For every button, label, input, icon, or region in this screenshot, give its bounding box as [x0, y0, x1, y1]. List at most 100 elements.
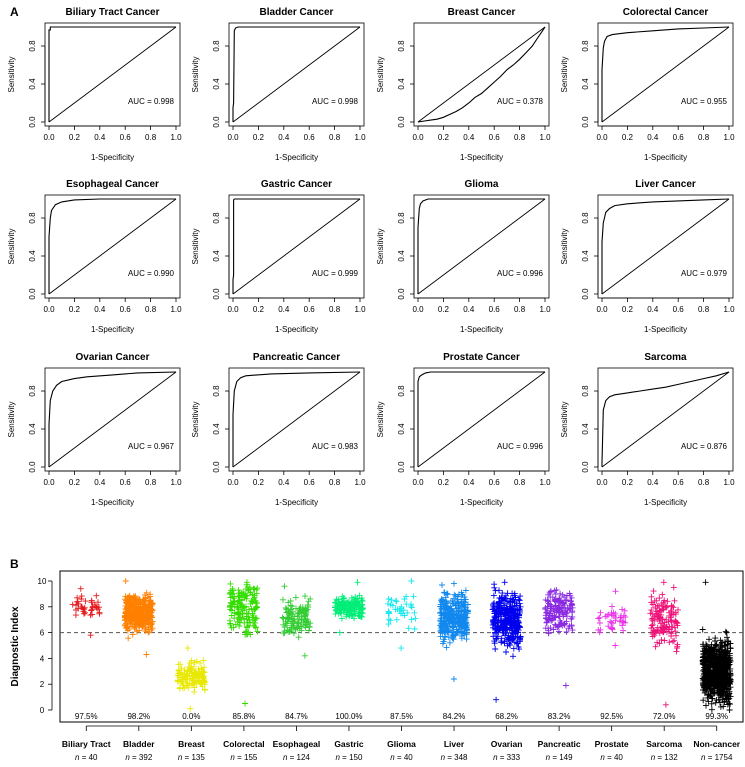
diagonal-reference-line	[601, 371, 730, 468]
strip-points	[121, 578, 156, 658]
y-tick-label: 0.4	[397, 423, 406, 435]
y-tick-label: 0.8	[212, 385, 221, 397]
x-tick-label: 0.0	[43, 305, 55, 314]
x-tick-label: 1.0	[723, 133, 735, 142]
category-label: Pancreatic	[538, 739, 581, 749]
y-tick-label: 0.4	[397, 78, 406, 90]
y-tick-label: 0.0	[581, 461, 590, 473]
strip-points	[647, 579, 681, 708]
roc-curve	[232, 371, 361, 467]
x-tick-label: 0.6	[673, 305, 685, 314]
percent-label: 68.2%	[495, 712, 518, 721]
x-tick-label: 1.0	[170, 133, 182, 142]
roc-panel-title: Ovarian Cancer	[76, 352, 150, 363]
x-tick-label: 0.8	[514, 133, 526, 142]
roc-curve	[232, 26, 360, 122]
category-label: Colorectal	[223, 739, 265, 749]
y-axis-label: Sensitivity	[376, 228, 385, 264]
y-tick-label: 0.4	[581, 250, 590, 262]
y-tick-label: 0.0	[28, 461, 37, 473]
diagonal-reference-line	[48, 198, 177, 295]
strip-group: 68.2% Ovarian n = 333	[489, 579, 524, 762]
roc-panel-title: Breast Cancer	[448, 7, 516, 18]
y-axis-label: Sensitivity	[376, 56, 385, 92]
roc-curve	[601, 26, 730, 122]
roc-panel: Breast Cancer AUC = 0.378 0.0 0.2 0.4 0.6 0.8 1…	[376, 7, 551, 162]
y-tick-label: 0.0	[212, 461, 221, 473]
y-tick-label: 0.0	[581, 116, 590, 128]
roc-panel-title: Gastric Cancer	[261, 179, 332, 190]
x-tick-label: 1.0	[723, 305, 735, 314]
auc-label: AUC = 0.955	[681, 97, 728, 106]
strip-points	[332, 579, 366, 636]
strip-group: 84.2% Liver n = 348	[437, 580, 471, 762]
x-tick-label: 1.0	[354, 305, 366, 314]
x-tick-label: 0.6	[304, 478, 316, 487]
x-tick-label: 0.0	[227, 305, 239, 314]
roc-curve	[232, 198, 360, 294]
x-tick-label: 0.2	[69, 478, 81, 487]
roc-panel: Ovarian Cancer AUC = 0.967 0.0 0.2 0.4 0.6 0.8…	[7, 352, 182, 507]
auc-label: AUC = 0.998	[128, 97, 175, 106]
y-tick-label: 8	[40, 603, 45, 612]
strip-points	[595, 588, 629, 649]
y-tick-label: 10	[38, 577, 47, 586]
sample-size-label: n = 150	[336, 753, 363, 762]
auc-label: AUC = 0.979	[681, 269, 728, 278]
diagonal-reference-line	[232, 26, 361, 123]
roc-curve	[48, 198, 176, 294]
auc-label: AUC = 0.983	[312, 442, 359, 451]
roc-panel: Glioma AUC = 0.996 0.0 0.2 0.4 0.6 0.8 1.0 1-Spe…	[376, 179, 551, 334]
y-tick-label: 0.0	[212, 116, 221, 128]
x-tick-label: 0.2	[438, 305, 450, 314]
y-tick-label: 0.8	[397, 385, 406, 397]
strip-points	[385, 578, 419, 652]
x-tick-label: 0.2	[253, 478, 265, 487]
sample-size-label: n = 40	[75, 753, 98, 762]
strip-points	[69, 585, 103, 639]
x-tick-label: 0.8	[514, 305, 526, 314]
diagonal-reference-line	[417, 26, 546, 123]
x-tick-label: 0.6	[673, 133, 685, 142]
diagonal-reference-line	[417, 371, 546, 468]
x-axis-label: 1-Specificity	[91, 325, 134, 334]
percent-label: 98.2%	[127, 712, 150, 721]
percent-label: 72.0%	[653, 712, 676, 721]
y-tick-label: 0.4	[212, 250, 221, 262]
strip-group: 84.7% Esophageal n = 124	[273, 583, 321, 762]
x-tick-label: 0.6	[489, 133, 501, 142]
x-tick-label: 0.2	[253, 305, 265, 314]
diagonal-reference-line	[48, 26, 177, 123]
roc-panel: Pancreatic Cancer AUC = 0.983 0.0 0.2 0.4 0.6…	[191, 352, 366, 507]
x-tick-label: 0.8	[698, 305, 710, 314]
category-label: Ovarian	[491, 739, 523, 749]
strip-group: 92.5% Prostate n = 40	[595, 588, 629, 762]
roc-panel-title: Biliary Tract Cancer	[66, 7, 160, 18]
category-label: Esophageal	[273, 739, 321, 749]
y-tick-label: 0.8	[397, 40, 406, 52]
x-tick-label: 0.2	[622, 133, 634, 142]
sample-size-label: n = 40	[390, 753, 413, 762]
y-tick-label: 0.8	[212, 40, 221, 52]
y-tick-label: 0.8	[581, 212, 590, 224]
x-tick-label: 0.2	[622, 305, 634, 314]
x-tick-label: 0.4	[647, 305, 659, 314]
strip-group: 98.2% Bladder n = 392	[121, 578, 156, 762]
roc-panel: Colorectal Cancer AUC = 0.955 0.0 0.2 0.4 0.6…	[560, 7, 735, 162]
x-tick-label: 0.4	[94, 133, 106, 142]
roc-panel: Gastric Cancer AUC = 0.999 0.0 0.2 0.4 0.6 0.8…	[191, 179, 366, 334]
x-tick-label: 0.4	[94, 478, 106, 487]
roc-panel: Esophageal Cancer AUC = 0.990 0.0 0.2 0.4 0.6…	[7, 179, 182, 334]
x-tick-label: 1.0	[354, 478, 366, 487]
x-tick-label: 0.4	[463, 305, 475, 314]
x-tick-label: 0.4	[463, 133, 475, 142]
roc-panel: Liver Cancer AUC = 0.979 0.0 0.2 0.4 0.6 0.8 1.…	[560, 179, 735, 334]
x-tick-label: 1.0	[170, 478, 182, 487]
x-axis-label: 1-Specificity	[644, 325, 687, 334]
strip-group: 83.2% Pancreatic n = 149	[538, 587, 581, 762]
percent-label: 0.0%	[182, 712, 200, 721]
auc-label: AUC = 0.876	[681, 442, 728, 451]
x-tick-label: 0.2	[69, 305, 81, 314]
strip-group: 72.0% Sarcoma n = 132	[646, 579, 682, 762]
